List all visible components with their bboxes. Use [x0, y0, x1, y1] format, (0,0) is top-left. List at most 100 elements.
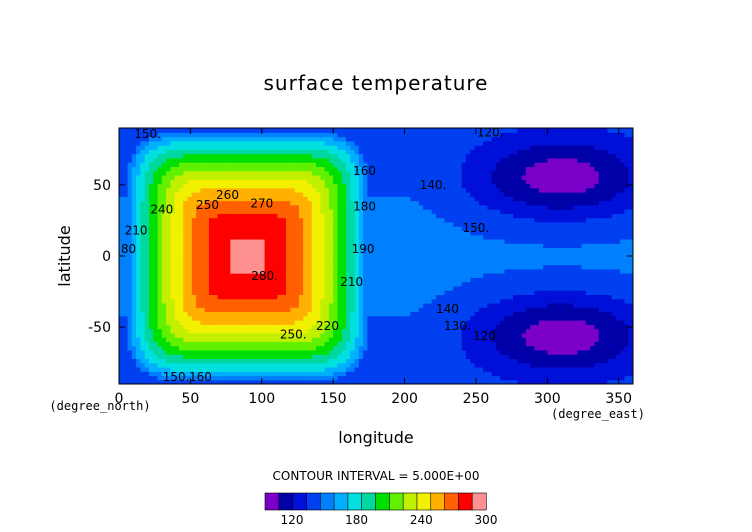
field-cell — [350, 157, 356, 163]
field-cell — [298, 320, 304, 325]
field-cell — [376, 149, 381, 155]
field-cell — [376, 247, 381, 253]
field-cell — [358, 341, 364, 347]
field-cell — [461, 230, 467, 236]
field-cell — [294, 285, 300, 291]
field-cell — [234, 354, 240, 359]
field-cell — [234, 149, 240, 155]
field-cell — [119, 187, 124, 193]
field-cell — [388, 302, 394, 308]
field-cell — [157, 256, 163, 261]
field-cell — [277, 290, 283, 295]
field-cell — [131, 204, 137, 210]
field-cell — [448, 209, 454, 214]
field-cell — [183, 162, 189, 167]
field-cell — [423, 366, 428, 372]
field-cell — [234, 294, 240, 300]
field-cell — [213, 166, 219, 172]
field-cell — [230, 302, 236, 308]
field-cell — [226, 298, 231, 304]
field-cell — [414, 238, 420, 244]
field-cell — [178, 183, 184, 189]
field-cell — [294, 162, 300, 167]
field-cell — [277, 149, 283, 155]
field-cell — [303, 256, 309, 261]
field-cell — [333, 179, 339, 185]
field-cell — [230, 128, 236, 133]
field-cell — [238, 238, 244, 244]
field-cell — [127, 273, 133, 278]
field-cell — [423, 209, 428, 214]
field-cell — [418, 162, 424, 167]
field-cell — [208, 307, 214, 313]
field-cell — [127, 238, 133, 244]
field-cell — [119, 320, 124, 325]
field-cell — [290, 230, 296, 236]
field-cell — [427, 204, 433, 210]
field-cell — [341, 238, 347, 244]
field-cell — [440, 366, 446, 372]
field-cell — [405, 328, 411, 334]
field-cell — [264, 149, 270, 155]
field-cell — [470, 183, 476, 189]
field-cell — [243, 349, 249, 355]
field-cell — [453, 149, 458, 155]
field-cell — [423, 281, 428, 287]
field-cell — [363, 162, 369, 167]
field-cell — [217, 354, 223, 359]
field-cell — [401, 256, 407, 261]
field-cell — [127, 320, 133, 325]
field-cell — [401, 136, 407, 142]
field-cell — [170, 277, 176, 283]
field-cell — [157, 281, 163, 287]
field-cell — [290, 332, 296, 338]
field-cell — [470, 345, 476, 351]
field-cell — [414, 375, 420, 381]
field-cell — [268, 162, 274, 167]
field-cell — [170, 362, 176, 368]
field-cell — [281, 145, 287, 150]
field-cell — [268, 209, 274, 214]
field-cell — [131, 277, 137, 283]
field-cell — [298, 149, 304, 155]
field-cell — [376, 298, 381, 304]
field-cell — [298, 362, 304, 368]
field-cell — [397, 174, 403, 180]
field-cell — [453, 183, 458, 189]
field-cell — [384, 294, 390, 300]
field-cell — [277, 345, 283, 351]
field-cell — [461, 264, 467, 270]
field-cell — [376, 256, 381, 261]
field-cell — [268, 136, 274, 142]
field-cell — [414, 128, 420, 133]
field-cell — [264, 324, 270, 330]
field-cell — [380, 345, 386, 351]
field-cell — [123, 183, 129, 189]
field-cell — [187, 153, 193, 159]
field-cell — [131, 307, 137, 313]
field-cell — [414, 345, 420, 351]
field-cell — [217, 136, 223, 142]
field-cell — [174, 153, 180, 159]
field-cell — [191, 217, 197, 223]
field-cell — [234, 264, 240, 270]
field-cell — [405, 132, 411, 138]
field-cell — [208, 371, 214, 377]
field-cell — [333, 311, 339, 317]
field-cell — [238, 217, 244, 223]
field-cell — [123, 162, 129, 167]
field-cell — [277, 221, 283, 227]
field-cell — [264, 247, 270, 253]
field-cell — [341, 332, 347, 338]
field-cell — [341, 362, 347, 368]
field-cell — [208, 234, 214, 240]
field-cell — [393, 226, 399, 231]
field-cell — [178, 204, 184, 210]
field-cell — [157, 183, 163, 189]
field-cell — [465, 273, 471, 278]
field-cell — [324, 277, 330, 283]
field-cell — [196, 204, 201, 210]
field-cell — [256, 221, 261, 227]
field-cell — [140, 311, 146, 317]
field-cell — [178, 294, 184, 300]
